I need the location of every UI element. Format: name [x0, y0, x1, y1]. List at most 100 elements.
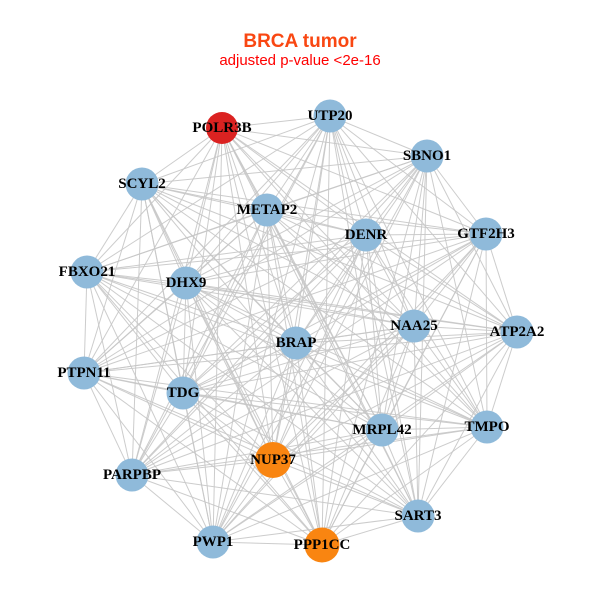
network-edge	[417, 426, 488, 517]
node-label-sart3: SART3	[395, 508, 442, 524]
network-node-ppp1cc	[304, 527, 340, 563]
network-edge	[131, 127, 223, 476]
network-edge	[182, 331, 518, 394]
network-edge	[485, 233, 518, 333]
network-edge	[141, 183, 323, 546]
network-edge	[295, 342, 323, 546]
network-edge	[83, 372, 488, 428]
network-edge	[131, 282, 187, 476]
network-edge	[131, 234, 367, 476]
network-node-metap2	[250, 193, 284, 227]
network-edge	[182, 392, 274, 461]
node-label-dhx9: DHX9	[166, 275, 207, 291]
node-label-gtf2h3: GTF2H3	[457, 226, 515, 242]
network-edge	[185, 282, 415, 327]
network-node-nup37	[255, 442, 291, 478]
network-node-sart3	[401, 499, 435, 533]
network-edge	[365, 234, 419, 517]
network-edge	[83, 372, 419, 517]
network-edge	[83, 271, 88, 374]
network-edge	[131, 325, 415, 476]
network-edge	[212, 426, 488, 543]
network-node-tmpo	[470, 410, 504, 444]
network-edge	[212, 541, 323, 546]
network-edge	[182, 392, 488, 428]
network-edge	[272, 325, 415, 461]
network-edge	[321, 426, 488, 546]
network-edge	[266, 209, 518, 333]
network-edge	[185, 282, 488, 428]
network-edge	[295, 342, 383, 431]
network-edge	[131, 155, 428, 476]
network-edge	[413, 325, 518, 333]
node-label-naa25: NAA25	[390, 318, 438, 334]
network-edge	[266, 209, 274, 461]
network-edge	[185, 127, 223, 284]
network-edge	[295, 234, 367, 344]
labels-layer: POLR3B UTP20 SBNO1 SCYL2 METAP2 DENR GTF2H3 FBX…	[57, 108, 544, 553]
network-edge	[182, 392, 323, 546]
node-label-tdg: TDG	[167, 385, 200, 401]
network-edge	[83, 183, 143, 374]
network-edge	[365, 234, 383, 431]
network-edge	[272, 459, 419, 517]
network-edge	[141, 115, 331, 185]
node-label-metap2: METAP2	[237, 202, 298, 218]
network-node-dhx9	[169, 266, 203, 300]
network-edge	[131, 209, 268, 476]
network-edge	[131, 426, 488, 476]
network-node-utp20	[313, 99, 347, 133]
network-edge	[266, 115, 331, 211]
network-edge	[221, 115, 331, 129]
network-edge	[86, 271, 214, 543]
network-edge	[86, 271, 297, 344]
network-edge	[83, 127, 223, 374]
network-edge	[272, 331, 518, 461]
node-label-mrpl42: MRPL42	[352, 422, 411, 438]
nodes-layer	[67, 99, 534, 563]
network-edge	[86, 271, 133, 476]
network-edge	[185, 233, 487, 284]
network-edge	[272, 429, 383, 461]
network-node-parpbp	[115, 458, 149, 492]
network-edge	[83, 372, 214, 543]
network-edge	[413, 155, 428, 327]
network-edge	[212, 342, 297, 543]
network-edge	[182, 234, 367, 394]
network-edge	[141, 155, 428, 185]
network-edge	[212, 331, 518, 543]
network-edge	[266, 209, 367, 236]
network-edge	[212, 325, 415, 543]
network-node-pwp1	[196, 525, 230, 559]
network-edge	[83, 372, 274, 461]
network-edge	[185, 282, 419, 517]
network-edge	[266, 209, 487, 235]
network-edge	[417, 233, 487, 517]
node-label-utp20: UTP20	[308, 108, 353, 124]
network-edge	[182, 233, 487, 394]
network-edge	[83, 372, 323, 546]
network-edge	[329, 115, 367, 236]
plot-subtitle: adjusted p-value <2e-16	[219, 52, 381, 69]
network-node-gtf2h3	[469, 217, 503, 251]
node-label-scyl2: SCYL2	[118, 176, 166, 192]
network-edge	[221, 127, 428, 157]
network-edge	[141, 183, 415, 327]
network-edge	[86, 234, 367, 273]
network-edge	[266, 209, 415, 327]
plot-title: BRCA tumor	[243, 31, 357, 52]
node-label-atp2a2: ATP2A2	[490, 324, 545, 340]
network-edge	[321, 331, 518, 546]
network-node-denr	[349, 218, 383, 252]
network-node-atp2a2	[500, 315, 534, 349]
network-edge	[86, 127, 223, 273]
network-edge	[86, 209, 268, 273]
network-node-mrpl42	[365, 413, 399, 447]
network-node-brap	[279, 326, 313, 360]
network-edge	[381, 331, 518, 431]
network-edge	[83, 233, 487, 374]
network-edge	[185, 282, 323, 546]
network-edge	[426, 155, 488, 428]
network-edge	[329, 115, 428, 157]
network-edge	[329, 115, 383, 431]
